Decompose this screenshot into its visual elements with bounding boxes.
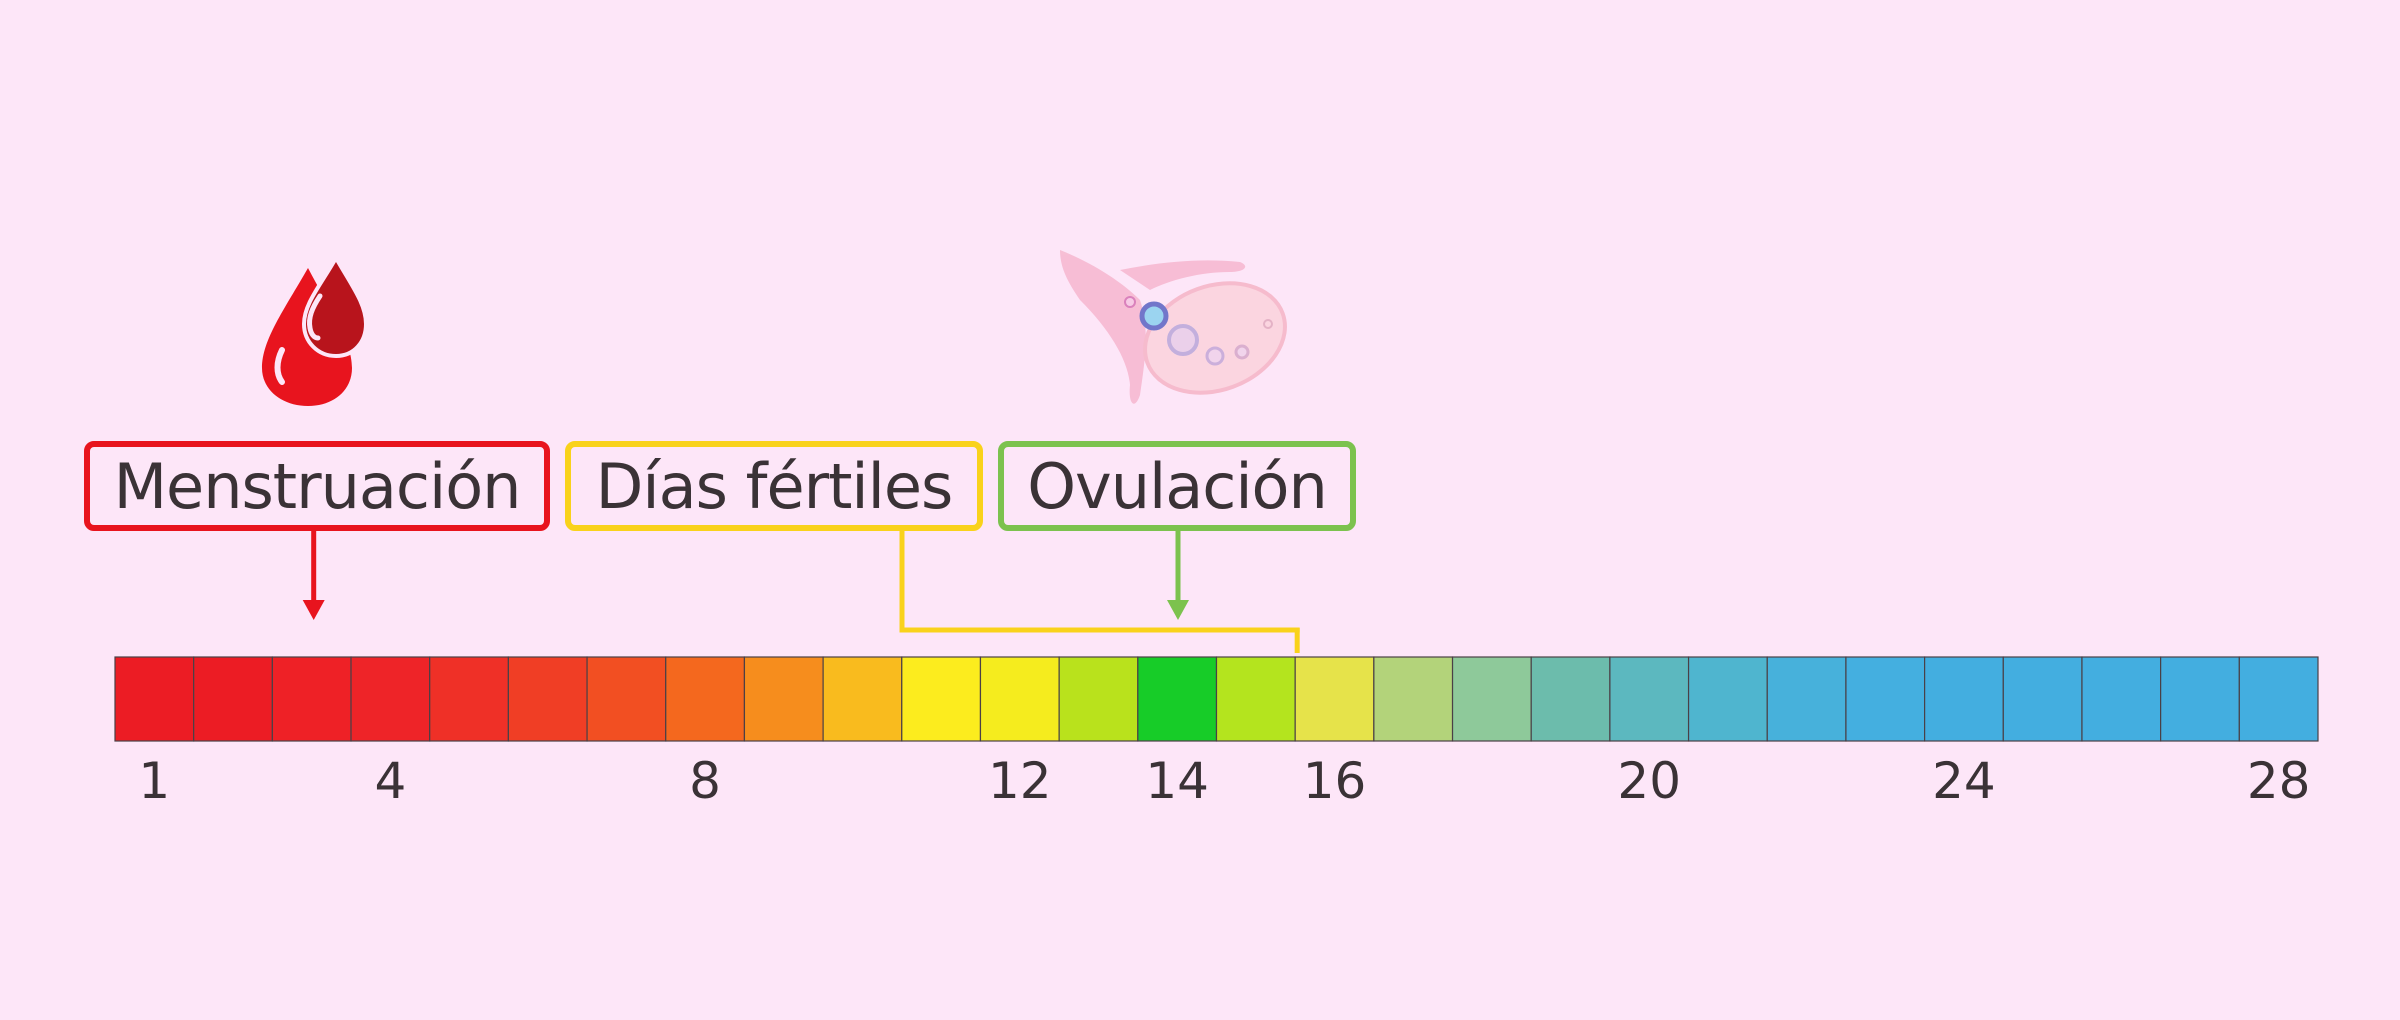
day-cell-9	[743, 656, 824, 742]
day-label-14: 14	[1145, 752, 1209, 810]
day-cell-23	[1845, 656, 1926, 742]
day-label-8: 8	[689, 752, 721, 810]
day-label-28: 28	[2246, 752, 2311, 810]
day-cell-27	[2160, 656, 2240, 742]
day-label-12: 12	[987, 752, 1052, 810]
day-cell-8	[665, 656, 746, 742]
day-label-20: 20	[1617, 752, 1682, 810]
day-cell-6	[507, 656, 588, 742]
day-label-1: 1	[138, 752, 171, 810]
ovulation-label: Ovulación	[998, 441, 1356, 531]
day-cell-17	[1373, 656, 1454, 742]
day-cell-1	[114, 656, 195, 742]
day-cell-25	[2002, 656, 2083, 742]
day-cell-19	[1530, 656, 1611, 742]
day-cell-18	[1451, 656, 1532, 742]
day-cell-11	[901, 656, 982, 742]
day-cell-10	[822, 656, 903, 742]
blood-drops-icon	[262, 253, 369, 406]
day-cell-16	[1294, 656, 1375, 742]
day-cell-14	[1137, 656, 1218, 742]
day-cell-4	[350, 656, 431, 742]
connectors	[302, 531, 1300, 653]
fertile-days-label: Días fértiles	[565, 441, 983, 531]
day-cell-26	[2081, 656, 2162, 742]
day-cell-24	[1924, 656, 2004, 742]
day-cell-20	[1609, 656, 1690, 742]
ovulation-arrow-head	[1167, 600, 1189, 620]
menstruation-label: Menstruación	[84, 441, 550, 531]
cycle-bar	[114, 656, 2319, 742]
day-cell-12	[979, 656, 1060, 742]
day-cell-21	[1687, 656, 1768, 742]
day-cell-7	[586, 656, 667, 742]
day-label-16: 16	[1302, 752, 1367, 810]
day-cell-5	[429, 656, 509, 742]
day-label-4: 4	[374, 752, 407, 810]
ovary-icon	[1060, 250, 1287, 404]
day-cell-28	[2238, 656, 2319, 742]
day-cell-2	[193, 656, 273, 742]
day-cell-13	[1058, 656, 1139, 742]
day-cell-3	[271, 656, 352, 742]
day-label-24: 24	[1932, 752, 1996, 810]
menstruation-arrow-head	[302, 600, 325, 620]
day-cell-15	[1215, 656, 1296, 742]
day-cell-22	[1766, 656, 1847, 742]
